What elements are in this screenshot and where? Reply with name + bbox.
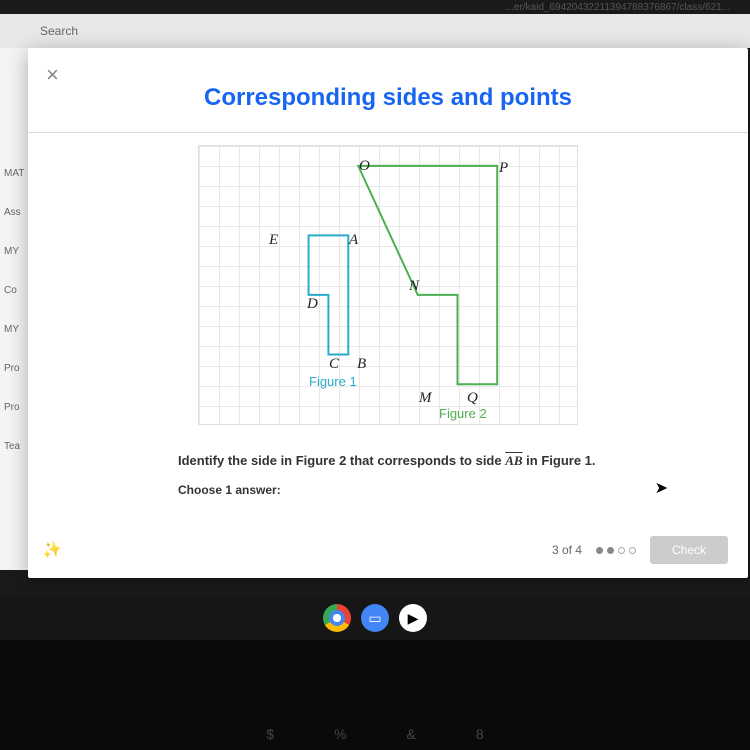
cursor-icon: ➤	[655, 478, 668, 498]
progress-text: 3 of 4	[552, 543, 582, 557]
exercise-modal: × Corresponding sides and points E A D C…	[28, 48, 748, 578]
figure2-label: Figure 2	[439, 406, 487, 421]
browser-toolbar: Search	[0, 14, 750, 48]
key-label: &	[407, 726, 416, 742]
check-button[interactable]: Check	[650, 536, 728, 564]
point-label-e: E	[269, 232, 278, 249]
question-text: Identify the side in Figure 2 that corre…	[178, 453, 748, 469]
chrome-icon[interactable]	[323, 604, 351, 632]
point-label-m: M	[419, 390, 432, 407]
point-label-c: C	[329, 356, 339, 373]
point-label-q: Q	[467, 390, 478, 407]
modal-footer: 3 of 4 Check	[552, 536, 728, 564]
dot-icon	[618, 547, 625, 554]
progress-dots	[596, 547, 636, 554]
dot-icon	[596, 547, 603, 554]
key-label: 8	[476, 726, 484, 742]
point-label-o: O	[359, 158, 370, 175]
figure-grid: E A D C B O P N M Q Figure 1 Figure 2	[198, 145, 578, 425]
close-icon[interactable]: ×	[46, 62, 59, 88]
keyboard-area: $ % & 8	[0, 640, 750, 750]
point-label-a: A	[349, 232, 358, 249]
key-label: $	[266, 726, 274, 742]
search-text: Search	[40, 24, 78, 38]
dot-icon	[607, 547, 614, 554]
exercise-title: Corresponding sides and points	[28, 48, 748, 112]
docs-icon[interactable]: ▭	[361, 604, 389, 632]
magic-wand-icon[interactable]: ✨	[40, 538, 63, 561]
key-label: %	[334, 726, 346, 742]
point-label-p: P	[499, 160, 508, 177]
question-suffix: in Figure 1.	[523, 453, 596, 468]
point-label-n: N	[409, 278, 419, 295]
url-fragment: ...er/kaid_69420432211394788376867/class…	[0, 2, 750, 13]
divider	[28, 132, 748, 133]
question-prefix: Identify the side in Figure 2 that corre…	[178, 453, 505, 468]
point-label-b: B	[357, 356, 366, 373]
os-taskbar: ▭ ▶	[0, 596, 750, 640]
point-label-d: D	[307, 296, 318, 313]
figure1-label: Figure 1	[309, 374, 357, 389]
play-icon[interactable]: ▶	[399, 604, 427, 632]
question-side: AB	[505, 453, 522, 468]
dot-icon	[629, 547, 636, 554]
figures-svg	[199, 146, 577, 424]
